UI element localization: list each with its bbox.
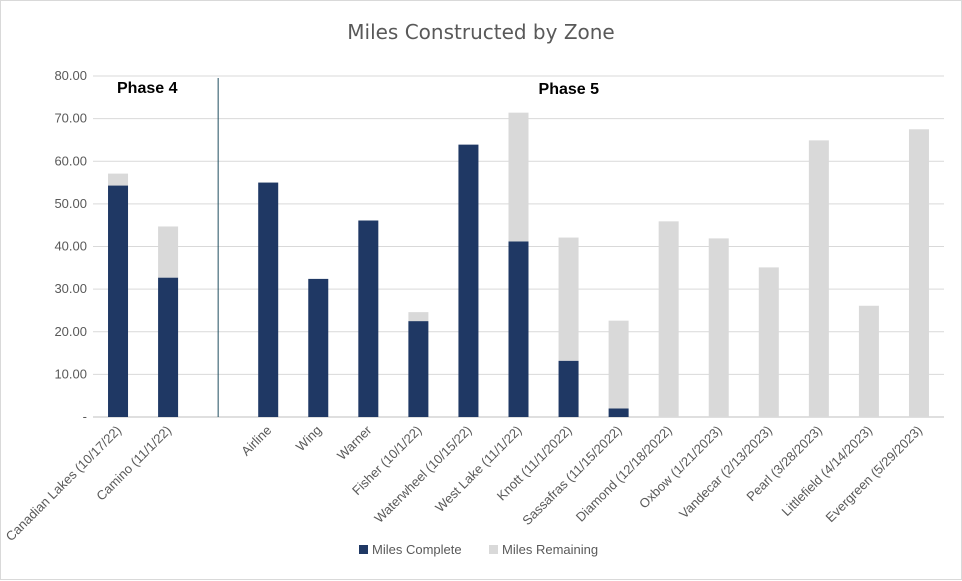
legend-label: Miles Remaining — [502, 542, 598, 557]
x-axis: Canadian Lakes (10/17/22)Camino (11/1/22… — [3, 422, 925, 544]
y-tick-label: 20.00 — [54, 324, 87, 339]
y-axis: - 10.00 20.00 30.00 40.00 50.00 60.00 70.00 80.0… — [54, 68, 87, 424]
legend: Miles Complete Miles Remaining — [359, 542, 598, 557]
legend-swatch — [489, 545, 498, 554]
bar-miles-remaining — [858, 305, 879, 417]
x-tick-label: Airline — [238, 423, 274, 459]
y-tick-label: 10.00 — [54, 366, 87, 381]
bar-miles-complete — [258, 182, 279, 417]
y-tick-label: 70.00 — [54, 111, 87, 126]
bar-miles-complete — [508, 241, 529, 417]
y-tick-label: 80.00 — [54, 68, 87, 83]
y-tick-label: 50.00 — [54, 196, 87, 211]
phase-5-label: Phase 5 — [539, 81, 600, 98]
bar-miles-complete — [458, 144, 479, 417]
phase-4-label: Phase 4 — [117, 80, 178, 97]
y-tick-label: 60.00 — [54, 153, 87, 168]
bar-miles-remaining — [408, 312, 429, 322]
x-tick-label: Littlefield (4/14/2023) — [779, 423, 875, 519]
x-tick-label: Oxbow (1/21/2023) — [636, 423, 725, 512]
bar-miles-complete — [108, 185, 129, 417]
bar-miles-complete — [308, 278, 329, 417]
bar-miles-complete — [158, 277, 179, 417]
bar-miles-remaining — [508, 112, 529, 242]
y-tick-label: 30.00 — [54, 281, 87, 296]
x-tick-label: Wing — [293, 423, 325, 455]
bar-miles-remaining — [558, 237, 579, 361]
x-tick-label: Vandecar (2/13/2023) — [676, 423, 775, 522]
bar-miles-complete — [558, 360, 579, 417]
bar-miles-remaining — [758, 267, 779, 417]
bar-miles-complete — [408, 321, 429, 417]
x-tick-label: Warner — [334, 422, 375, 463]
bar-miles-remaining — [708, 238, 729, 417]
bar-miles-remaining — [908, 129, 929, 417]
x-tick-label: Waterwheel (10/15/22) — [371, 423, 474, 526]
x-tick-label: Sassafras (11/15/2022) — [519, 423, 624, 528]
chart-title: Miles Constructed by Zone — [347, 20, 615, 44]
legend-label: Miles Complete — [372, 542, 462, 557]
bar-miles-remaining — [608, 320, 629, 409]
bar-miles-remaining — [108, 173, 129, 186]
x-tick-label: Evergreen (5/29/2023) — [822, 423, 925, 526]
y-tick-label: 40.00 — [54, 239, 87, 254]
bar-miles-complete — [608, 408, 629, 417]
x-tick-label: West Lake (11/1/22) — [432, 423, 525, 516]
bar-miles-remaining — [808, 140, 829, 417]
bar-miles-remaining — [158, 226, 179, 278]
x-tick-label: Diamond (12/18/2022) — [573, 423, 675, 525]
bar-miles-complete — [358, 220, 379, 417]
y-tick-label: - — [83, 409, 87, 424]
legend-swatch — [359, 545, 368, 554]
bars — [108, 112, 929, 417]
bar-miles-remaining — [658, 221, 679, 417]
